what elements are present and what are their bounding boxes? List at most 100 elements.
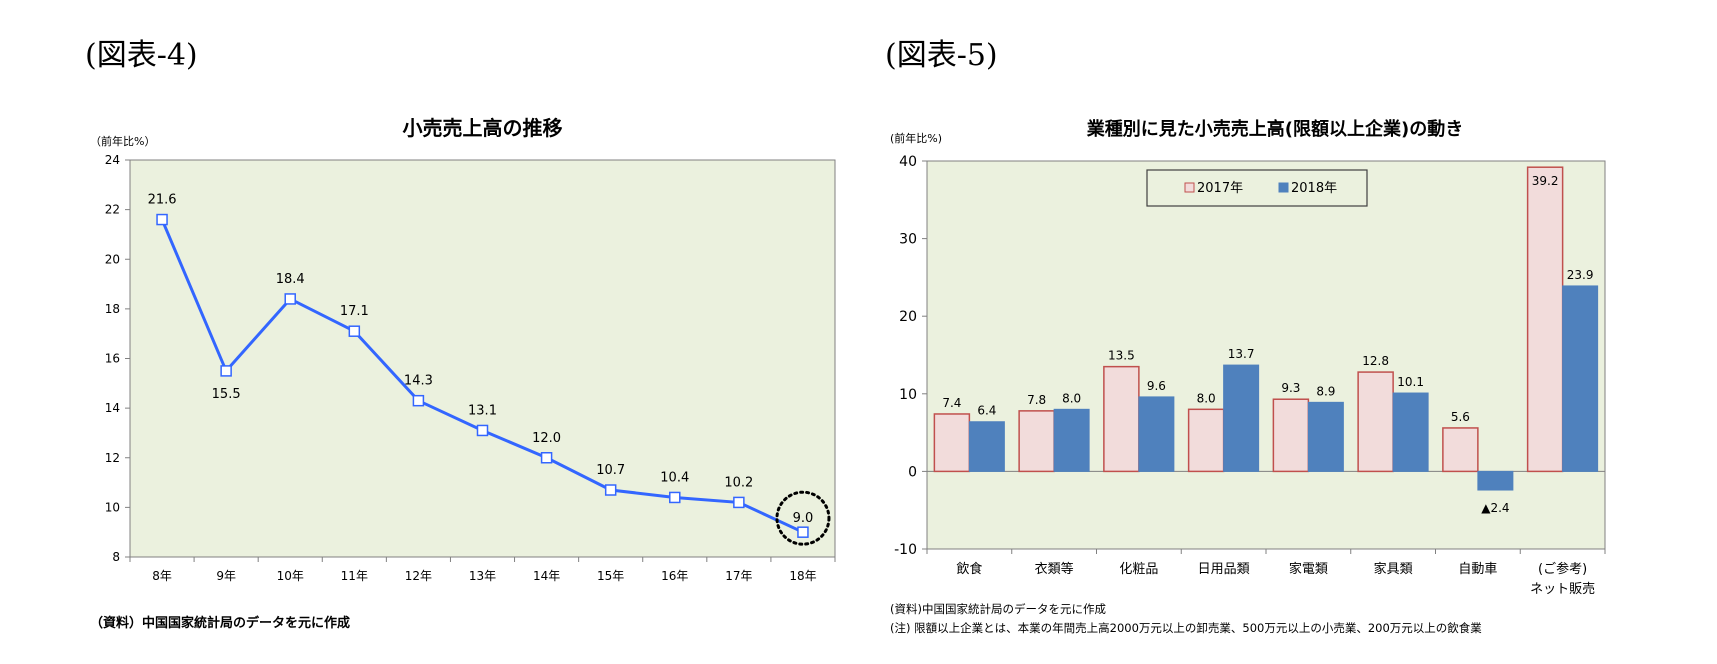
chart2-bar-2018 [1138, 396, 1175, 472]
chart2-data-label-2017: 7.4 [942, 396, 961, 410]
chart2-x-tick-label: 化粧品 [1119, 562, 1158, 577]
chart1-data-label: 10.2 [724, 475, 753, 490]
chart1-y-tick-label: 20 [105, 252, 120, 266]
chart2-y-tick-label: 20 [899, 309, 917, 325]
chart1-data-point [412, 394, 425, 407]
chart2-x-tick-label: 家電類 [1289, 561, 1328, 577]
chart2-data-label-2017: 8.0 [1197, 391, 1216, 405]
chart2-bar-2017 [1526, 166, 1564, 473]
chart2-data-label-2018: 9.6 [1147, 379, 1166, 393]
chart2-data-label-2018: 23.9 [1567, 268, 1594, 282]
chart2-bar-2017 [1442, 427, 1479, 473]
chart2-plot-area [926, 160, 1606, 550]
chart1-data-point [604, 484, 617, 496]
chart2-bar-2018 [1562, 285, 1599, 472]
chart2-x-tick-label: 日用品類 [1198, 562, 1250, 577]
chart2-y-unit: (前年比%) [890, 132, 943, 145]
chart1-data-label: 17.1 [340, 304, 369, 319]
chart2-data-label-2018: ▲2.4 [1481, 501, 1509, 515]
chart2-x-tick-label: 飲食 [956, 561, 982, 577]
chart1-data-point [540, 452, 553, 464]
chart1-y-tick-label: 12 [105, 451, 120, 465]
chart2-x-tick-label: 衣類等 [1035, 561, 1074, 577]
chart1-x-tick-label: 9年 [216, 569, 236, 583]
chart1-x-tick-label: 14年 [533, 569, 560, 583]
chart1-data-label: 14.3 [404, 374, 433, 389]
chart2-y-tick-label: 30 [899, 232, 917, 248]
chart1-data-point [797, 526, 809, 538]
chart2-bar-2018 [1392, 392, 1429, 472]
chart2-bar-2018 [968, 421, 1005, 472]
chart1-data-point [284, 293, 296, 305]
chart2-data-label-2018: 8.0 [1062, 391, 1081, 405]
figure-5-label: (図表-5) [885, 38, 998, 73]
chart1-data-label: 13.1 [468, 403, 497, 418]
chart1-data-point [348, 325, 361, 337]
chart2-bar-2018 [1477, 470, 1514, 491]
chart1-data-point [220, 365, 232, 377]
chart2-y-tick-label: 40 [899, 154, 917, 170]
chart1-source: （資料）中国国家統計局のデータを元に作成 [90, 616, 351, 631]
chart2-data-label-2017: 12.8 [1362, 354, 1389, 368]
figure-4-label: (図表-4) [85, 38, 198, 73]
chart1-x-tick-label: 10年 [277, 569, 304, 583]
chart1-plot-area [129, 159, 836, 558]
chart2-bar-2018 [1307, 401, 1344, 472]
chart1-highlight-circle [775, 490, 831, 546]
chart2-bar-2017 [1357, 371, 1394, 473]
chart1-y-unit: （前年比%） [90, 135, 156, 148]
chart1-x-tick-label: 18年 [789, 569, 816, 583]
chart2-bar-2017 [933, 413, 971, 473]
chart2-data-label-2017: 13.5 [1108, 349, 1135, 363]
chart2-bar-2017 [1272, 398, 1310, 473]
chart1-data-label: 21.6 [148, 193, 177, 208]
chart2-legend-box [1146, 169, 1368, 207]
chart1-y-tick-label: 10 [105, 500, 120, 514]
chart1-data-label: 18.4 [276, 272, 305, 287]
chart2-data-label-2018: 8.9 [1316, 384, 1335, 398]
chart2-bar-2017 [1187, 408, 1225, 473]
chart1-data-label: 10.4 [660, 470, 689, 485]
chart2-y-tick-label: 0 [908, 464, 917, 480]
chart1-data-label: 9.0 [793, 511, 814, 526]
chart1-x-tick-label: 16年 [661, 569, 688, 583]
chart2-note: (注) 限額以上企業とは、本業の年間売上高2000万元以上の卸売業、500万元以… [890, 621, 1482, 635]
chart1-x-tick-label: 8年 [152, 569, 172, 583]
chart2-title: 業種別に見た小売売上高(限額以上企業)の動き [1086, 119, 1464, 140]
chart1-y-tick-label: 16 [105, 352, 120, 366]
chart2-data-label-2017: 9.3 [1281, 381, 1300, 395]
chart2-legend-swatch-2018 [1278, 182, 1289, 193]
chart2-x-tick-label: (ご参考) [1538, 561, 1587, 577]
chart2-data-label-2017: 5.6 [1451, 410, 1470, 424]
chart1-data-label: 15.5 [212, 387, 241, 402]
chart2-data-label-2018: 10.1 [1397, 375, 1424, 389]
chart2-bar-2017 [1103, 365, 1140, 473]
chart2-legend-label-2017: 2017年 [1197, 181, 1243, 196]
chart1-title: 小売売上高の推移 [402, 116, 563, 140]
chart2-x-tick-label: 自動車 [1458, 562, 1497, 577]
chart1-y-tick-label: 22 [105, 203, 120, 217]
chart1-data-point [669, 491, 681, 504]
chart1-data-point [733, 496, 745, 509]
chart1-data-point [156, 213, 168, 226]
chart1-data-point [476, 424, 489, 437]
chart1-x-tick-label: 15年 [597, 569, 624, 583]
chart2-data-label-2017: 7.8 [1027, 393, 1046, 407]
chart1-x-tick-label: 17年 [725, 569, 752, 583]
chart1-y-tick-label: 8 [112, 550, 120, 564]
chart2-data-label-2017: 39.2 [1532, 174, 1559, 188]
chart1-y-tick-label: 14 [105, 401, 120, 415]
chart1-y-tick-label: 24 [105, 153, 120, 167]
chart2-legend-label-2018: 2018年 [1291, 181, 1337, 196]
chart2-source: (資料)中国国家統計局のデータを元に作成 [890, 602, 1106, 616]
chart1-x-tick-label: 13年 [469, 569, 496, 583]
chart2-y-tick-label: -10 [894, 542, 917, 558]
chart1-y-tick-label: 18 [105, 302, 120, 316]
chart2-bar-2018 [1223, 364, 1260, 472]
chart1-x-tick-label: 11年 [341, 569, 368, 583]
chart1-data-label: 10.7 [596, 463, 625, 478]
chart2-y-tick-label: 10 [899, 387, 917, 403]
chart2-legend-swatch-2017 [1184, 182, 1195, 193]
